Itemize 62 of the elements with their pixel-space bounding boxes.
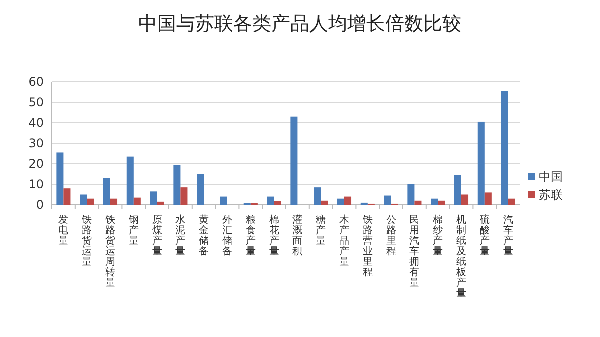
bar [414, 200, 422, 205]
y-tick-label: 60 [28, 75, 44, 89]
bar [274, 201, 282, 205]
bar [64, 188, 71, 205]
bar [110, 198, 118, 205]
bar [174, 165, 181, 205]
y-tick-label: 0 [36, 198, 44, 212]
bar [290, 116, 298, 205]
x-tick-label: 机制纸及纸板产量 [456, 214, 466, 300]
x-tick-label: 外汇储备 [222, 215, 232, 258]
x-tick-label: 粮食产量 [246, 214, 256, 258]
x-tick-label: 水泥产量 [176, 214, 186, 258]
x-tick-label: 灌溉面积 [292, 214, 303, 258]
x-tick-label: 钢产量 [128, 215, 139, 247]
bar [501, 91, 508, 205]
x-tick-label: 棉纱产量 [433, 214, 444, 258]
y-tick-label: 40 [28, 116, 44, 130]
x-tick-label: 原煤产量 [152, 215, 162, 258]
bar [408, 184, 415, 205]
x-tick-label: 公路里程 [386, 214, 396, 258]
y-tick-label: 30 [28, 136, 44, 150]
y-tick-label: 10 [28, 178, 44, 192]
bar [220, 196, 228, 205]
bar [431, 198, 438, 205]
bar [150, 192, 158, 205]
bar [484, 192, 492, 205]
chart-title: 中国与苏联各类产品人均增长倍数比较 [138, 13, 462, 35]
bar [337, 198, 344, 205]
x-tick-label: 铁路营业里程 [362, 214, 373, 278]
x-tick-label: 铁路货运量 [81, 214, 92, 268]
y-tick-label: 20 [28, 157, 44, 171]
bar [134, 198, 141, 205]
legend-label: 苏联 [539, 188, 563, 202]
x-tick-label: 发电量 [58, 215, 69, 247]
bar [180, 188, 188, 205]
x-tick-label: 棉花产量 [269, 214, 280, 258]
x-tick-label: 汽车产量 [503, 214, 514, 258]
bar [344, 196, 352, 205]
bar [157, 202, 164, 205]
x-tick-label: 黄金储备 [199, 214, 210, 258]
bar [103, 178, 110, 205]
legend-label: 中国 [539, 170, 563, 184]
x-tick-label: 糖产量 [316, 214, 326, 247]
x-tick-label: 木产品产量 [340, 214, 350, 268]
bar [56, 152, 64, 205]
bar [314, 188, 322, 205]
bar [267, 196, 274, 205]
bar [384, 196, 392, 205]
bar [438, 200, 446, 205]
bar [462, 194, 469, 205]
x-tick-label: 铁路货运周转量 [104, 214, 116, 289]
x-tick-label: 硫酸产量 [480, 214, 490, 258]
bar [478, 122, 485, 205]
x-tick-label: 民用汽车拥有量 [410, 215, 420, 289]
y-tick-label: 50 [28, 96, 44, 110]
bar [197, 174, 204, 205]
bar [508, 198, 516, 205]
bar [126, 156, 134, 205]
bar [454, 175, 462, 205]
bar [80, 194, 88, 205]
bar [321, 200, 328, 205]
bar [87, 198, 94, 205]
